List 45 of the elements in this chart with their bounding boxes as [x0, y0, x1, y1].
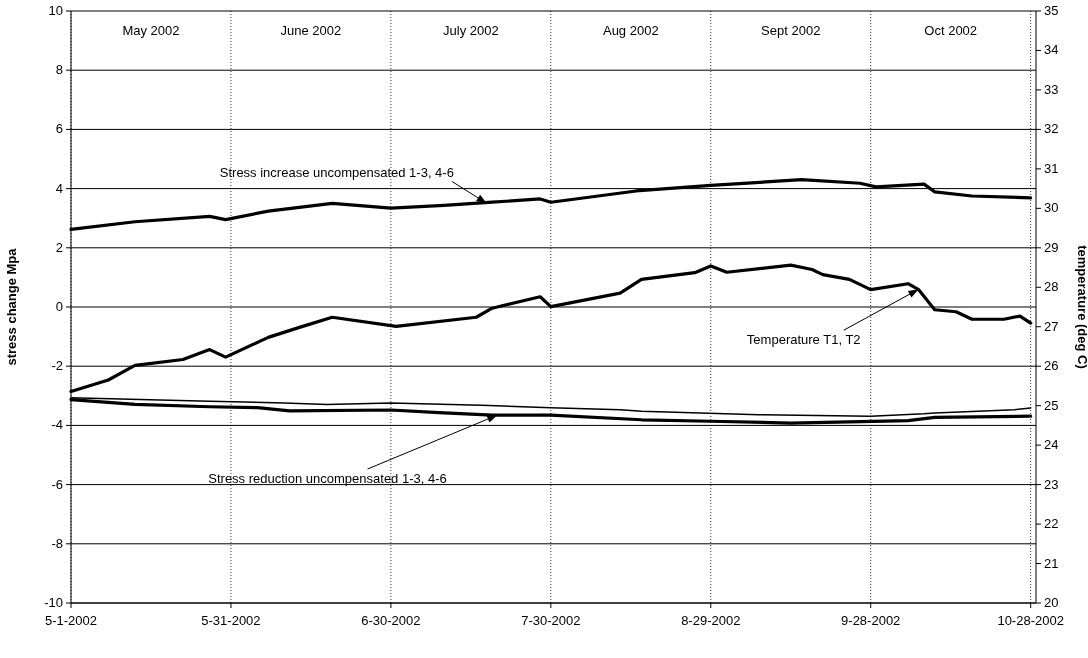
y-tick-label: -8 — [51, 535, 63, 551]
y-tick-label: 10 — [48, 3, 63, 18]
x-tick-label: 7-30-2002 — [521, 613, 581, 628]
y2-tick-label: 27 — [1044, 318, 1059, 334]
y-tick-label: 8 — [55, 62, 63, 78]
annotation: Sept 2002 — [761, 23, 821, 38]
annotation: Aug 2002 — [602, 23, 659, 38]
y-tick-label: 6 — [55, 121, 63, 137]
y2-tick-label: 30 — [1044, 200, 1059, 216]
annotation: July 2002 — [443, 23, 499, 38]
y-tick-label: -4 — [51, 417, 63, 433]
x-tick-label: 10-28-2002 — [997, 613, 1064, 628]
annotation: Oct 2002 — [924, 23, 978, 38]
x-tick-label: 5-1-2002 — [44, 613, 98, 628]
y2-tick-label: 23 — [1044, 476, 1059, 492]
annotation: May 2002 — [122, 23, 180, 38]
y2-tick-label: 26 — [1044, 358, 1059, 374]
y2-tick-label: 25 — [1044, 397, 1059, 413]
annotation: Temperature T1, T2 — [746, 332, 861, 348]
y-tick-label: -10 — [44, 595, 63, 610]
y-tick-label: 4 — [55, 180, 63, 196]
y2-axis-title: temperature (deg C) — [1075, 245, 1088, 369]
x-tick-label: 6-30-2002 — [361, 613, 421, 628]
y2-tick-label: 29 — [1044, 239, 1059, 255]
y2-tick-label: 21 — [1044, 555, 1059, 571]
annotation: Stress reduction uncompensated 1-3, 4-6 — [208, 471, 447, 487]
x-tick-label: 5-31-2002 — [201, 613, 261, 628]
y-tick-label: 0 — [55, 299, 63, 314]
y2-tick-label: 24 — [1044, 437, 1059, 453]
y-axis-title: stress change Mpa — [4, 247, 19, 366]
y2-tick-label: 31 — [1044, 160, 1059, 176]
y2-tick-label: 22 — [1044, 516, 1059, 532]
y2-tick-label: 34 — [1044, 42, 1059, 58]
y2-tick-label: 28 — [1044, 279, 1059, 295]
y2-tick-label: 32 — [1044, 121, 1059, 137]
y-tick-label: -6 — [51, 476, 63, 492]
y-tick-label: -2 — [51, 358, 63, 374]
y-tick-label: 2 — [55, 239, 63, 255]
y2-tick-label: 20 — [1044, 595, 1059, 610]
x-tick-label: 8-29-2002 — [681, 613, 741, 628]
x-tick-label: 9-28-2002 — [841, 613, 901, 628]
annotation: Stress increase uncompensated 1-3, 4-6 — [219, 165, 454, 181]
y2-tick-label: 33 — [1044, 81, 1059, 97]
y2-tick-label: 35 — [1044, 3, 1059, 18]
annotation: June 2002 — [280, 23, 342, 38]
